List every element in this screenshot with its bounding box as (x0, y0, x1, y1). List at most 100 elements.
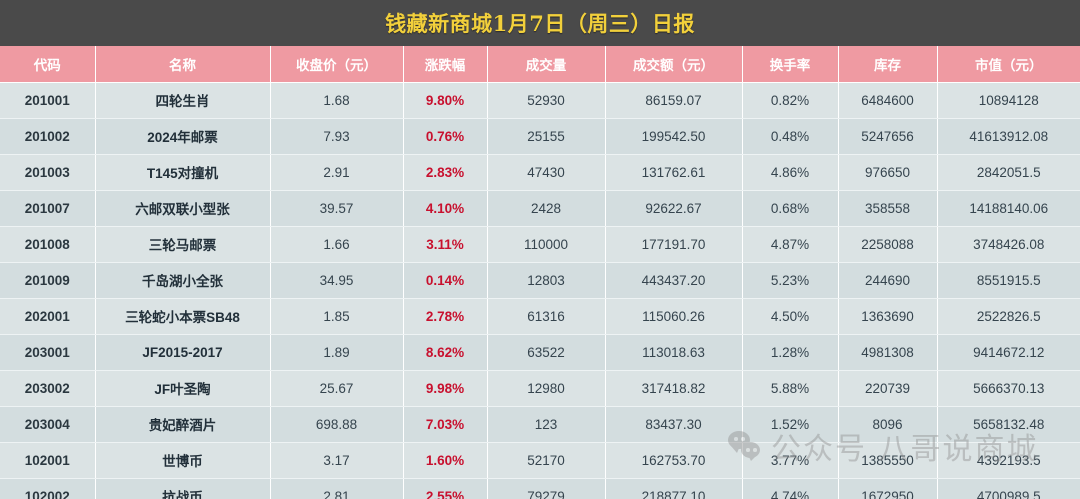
cell-name: 千岛湖小全张 (95, 262, 271, 299)
header-row: 代码 名称 收盘价（元） 涨跌幅 成交量 成交额（元） 换手率 库存 市值（元） (0, 46, 1080, 83)
cell-code: 201003 (0, 154, 96, 191)
cell-stock: 4981308 (838, 334, 938, 371)
daily-report-table: 代码 名称 收盘价（元） 涨跌幅 成交量 成交额（元） 换手率 库存 市值（元）… (0, 46, 1080, 499)
table-row[interactable]: 102001 世博币 3.17 1.60% 52170 162753.70 3.… (0, 442, 1080, 479)
column-header-change[interactable]: 涨跌幅 (403, 46, 488, 83)
cell-stock: 976650 (838, 154, 938, 191)
cell-name: JF叶圣陶 (95, 370, 271, 407)
table-row[interactable]: 203002 JF叶圣陶 25.67 9.98% 12980 317418.82… (0, 370, 1080, 407)
cell-turnover: 1.52% (742, 406, 839, 443)
cell-close: 34.95 (270, 262, 404, 299)
cell-mktcap: 3748426.08 (937, 226, 1080, 263)
cell-close: 1.68 (270, 82, 404, 119)
cell-volume: 61316 (487, 298, 606, 335)
table-row[interactable]: 201001 四轮生肖 1.68 9.80% 52930 86159.07 0.… (0, 82, 1080, 119)
cell-close: 2.91 (270, 154, 404, 191)
column-header-volume[interactable]: 成交量 (487, 46, 606, 83)
cell-mktcap: 2842051.5 (937, 154, 1080, 191)
cell-mktcap: 5658132.48 (937, 406, 1080, 443)
cell-mktcap: 14188140.06 (937, 190, 1080, 227)
cell-mktcap: 2522826.5 (937, 298, 1080, 335)
cell-change: 8.62% (403, 334, 488, 371)
cell-change: 7.03% (403, 406, 488, 443)
cell-amount: 115060.26 (605, 298, 743, 335)
cell-close: 7.93 (270, 118, 404, 155)
cell-mktcap: 4700989.5 (937, 478, 1080, 499)
column-header-code[interactable]: 代码 (0, 46, 96, 83)
cell-name: 四轮生肖 (95, 82, 271, 119)
cell-change: 2.78% (403, 298, 488, 335)
cell-stock: 8096 (838, 406, 938, 443)
cell-stock: 6484600 (838, 82, 938, 119)
column-header-turnover[interactable]: 换手率 (742, 46, 839, 83)
cell-name: JF2015-2017 (95, 334, 271, 371)
table-row[interactable]: 201002 2024年邮票 7.93 0.76% 25155 199542.5… (0, 118, 1080, 155)
cell-volume: 2428 (487, 190, 606, 227)
table-row[interactable]: 201009 千岛湖小全张 34.95 0.14% 12803 443437.2… (0, 262, 1080, 299)
cell-change: 1.60% (403, 442, 488, 479)
column-header-stock[interactable]: 库存 (838, 46, 938, 83)
cell-code: 201001 (0, 82, 96, 119)
table-row[interactable]: 203004 贵妃醉酒片 698.88 7.03% 123 83437.30 1… (0, 406, 1080, 443)
cell-volume: 79279 (487, 478, 606, 499)
cell-mktcap: 5666370.13 (937, 370, 1080, 407)
column-header-amount[interactable]: 成交额（元） (605, 46, 743, 83)
table-row[interactable]: 201008 三轮马邮票 1.66 3.11% 110000 177191.70… (0, 226, 1080, 263)
cell-code: 203001 (0, 334, 96, 371)
table-row[interactable]: 102002 抗战币 2.81 2.55% 79279 218877.10 4.… (0, 478, 1080, 499)
cell-change: 4.10% (403, 190, 488, 227)
cell-change: 3.11% (403, 226, 488, 263)
cell-amount: 218877.10 (605, 478, 743, 499)
cell-volume: 52930 (487, 82, 606, 119)
cell-amount: 86159.07 (605, 82, 743, 119)
cell-close: 3.17 (270, 442, 404, 479)
cell-name: 贵妃醉酒片 (95, 406, 271, 443)
cell-amount: 199542.50 (605, 118, 743, 155)
cell-stock: 244690 (838, 262, 938, 299)
cell-turnover: 5.23% (742, 262, 839, 299)
cell-code: 102001 (0, 442, 96, 479)
cell-code: 201007 (0, 190, 96, 227)
cell-turnover: 4.50% (742, 298, 839, 335)
cell-change: 2.83% (403, 154, 488, 191)
column-header-mktcap[interactable]: 市值（元） (937, 46, 1080, 83)
table-row[interactable]: 202001 三轮蛇小本票SB48 1.85 2.78% 61316 11506… (0, 298, 1080, 335)
cell-amount: 177191.70 (605, 226, 743, 263)
cell-name: 抗战币 (95, 478, 271, 499)
cell-volume: 123 (487, 406, 606, 443)
cell-amount: 83437.30 (605, 406, 743, 443)
column-header-name[interactable]: 名称 (95, 46, 271, 83)
table-header: 代码 名称 收盘价（元） 涨跌幅 成交量 成交额（元） 换手率 库存 市值（元） (0, 46, 1080, 83)
table-row[interactable]: 203001 JF2015-2017 1.89 8.62% 63522 1130… (0, 334, 1080, 371)
cell-turnover: 0.82% (742, 82, 839, 119)
cell-volume: 110000 (487, 226, 606, 263)
column-header-close[interactable]: 收盘价（元） (270, 46, 404, 83)
cell-change: 9.80% (403, 82, 488, 119)
cell-turnover: 0.48% (742, 118, 839, 155)
cell-change: 0.76% (403, 118, 488, 155)
cell-mktcap: 9414672.12 (937, 334, 1080, 371)
cell-turnover: 5.88% (742, 370, 839, 407)
cell-stock: 220739 (838, 370, 938, 407)
cell-volume: 63522 (487, 334, 606, 371)
cell-volume: 12980 (487, 370, 606, 407)
table-body: 201001 四轮生肖 1.68 9.80% 52930 86159.07 0.… (0, 82, 1080, 499)
cell-name: 六邮双联小型张 (95, 190, 271, 227)
cell-close: 25.67 (270, 370, 404, 407)
cell-name: 2024年邮票 (95, 118, 271, 155)
table-row[interactable]: 201003 T145对撞机 2.91 2.83% 47430 131762.6… (0, 154, 1080, 191)
cell-mktcap: 4392193.5 (937, 442, 1080, 479)
cell-turnover: 4.86% (742, 154, 839, 191)
cell-close: 1.89 (270, 334, 404, 371)
cell-turnover: 4.87% (742, 226, 839, 263)
cell-volume: 12803 (487, 262, 606, 299)
cell-close: 2.81 (270, 478, 404, 499)
cell-turnover: 0.68% (742, 190, 839, 227)
table-row[interactable]: 201007 六邮双联小型张 39.57 4.10% 2428 92622.67… (0, 190, 1080, 227)
report-title-bar: 钱藏新商城1月7日（周三）日报 (0, 0, 1080, 46)
cell-code: 203004 (0, 406, 96, 443)
cell-close: 39.57 (270, 190, 404, 227)
cell-name: 三轮马邮票 (95, 226, 271, 263)
cell-amount: 443437.20 (605, 262, 743, 299)
